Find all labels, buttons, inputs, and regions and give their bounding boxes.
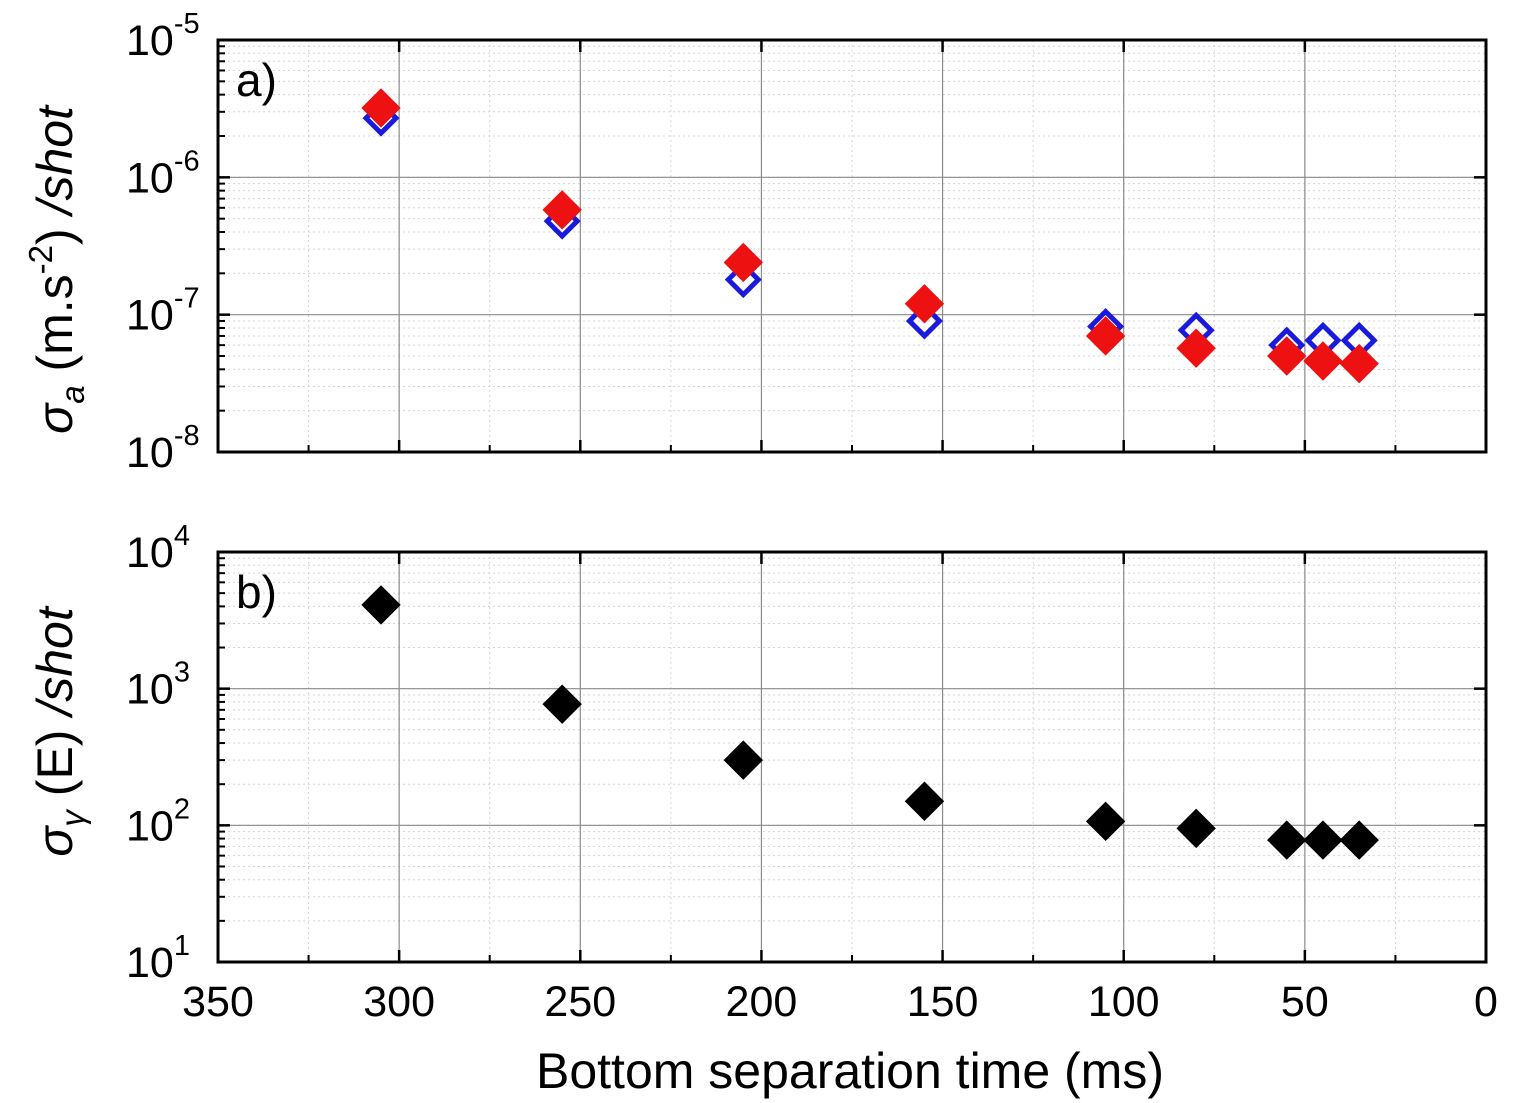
sigma-subscript: γ (54, 808, 91, 827)
data-point-marker (1176, 808, 1216, 849)
data-point-marker (542, 190, 582, 230)
data-point-marker (904, 781, 945, 821)
y-tick-base: 10 (126, 529, 174, 577)
panel-a-y-axis-title: σa (m.s-2) /shot (22, 104, 91, 434)
y-tick-exponent: 1 (174, 930, 190, 962)
panel-a: 10-810-710-610-5 a) σa (m.s-2) /shot (22, 8, 1488, 477)
y-tick-label: 10-6 (126, 145, 200, 202)
x-tick-label: 300 (363, 978, 435, 1026)
x-tick-label: 150 (907, 978, 979, 1026)
data-point-marker (904, 284, 945, 324)
data-point-marker (1267, 336, 1307, 376)
unit-open: (m.s (27, 274, 83, 385)
sigma-symbol: σ (27, 402, 83, 434)
y-tick-label: 102 (126, 793, 190, 850)
sigma-symbol: σ (27, 825, 83, 857)
y-tick-exponent: -8 (174, 420, 200, 452)
panel-a-y-tick-labels: 10-810-710-610-5 (126, 8, 200, 477)
y-tick-exponent: 3 (174, 657, 190, 689)
panel-b-label: b) (236, 566, 277, 618)
data-point-marker (723, 242, 764, 283)
panel-a-grid (217, 39, 1487, 453)
panel-b-ticks (216, 550, 1488, 964)
x-tick-label: 0 (1474, 978, 1498, 1026)
sigma-subscript: a (54, 385, 91, 403)
y-tick-label: 101 (126, 930, 190, 987)
unit: (E) (27, 716, 83, 810)
y-tick-exponent: -7 (174, 283, 200, 315)
panel-a-marks (361, 88, 1379, 384)
panel-a-ticks (216, 38, 1488, 454)
data-point-marker (1085, 316, 1126, 356)
x-tick-label: 350 (182, 978, 254, 1026)
x-tick-label: 50 (1281, 978, 1329, 1026)
y-tick-base: 10 (126, 17, 174, 65)
data-point-marker (542, 684, 582, 724)
y-tick-exponent: 2 (174, 793, 190, 825)
unit-close: ) (27, 214, 83, 245)
data-point-marker (724, 261, 762, 299)
data-point-marker (361, 585, 401, 625)
y-tick-label: 10-7 (126, 283, 200, 340)
per-shot: /shot (27, 605, 83, 719)
y-tick-exponent: -6 (174, 145, 200, 177)
y-tick-base: 10 (126, 939, 174, 987)
y-tick-base: 10 (126, 292, 174, 340)
panel-b-y-axis-title: σγ (E) /shot (27, 605, 91, 857)
y-tick-label: 10-8 (126, 420, 200, 477)
x-tick-labels: 350 300 250 200 150 100 50 0 (182, 978, 1498, 1026)
data-point-marker (361, 88, 401, 128)
y-tick-base: 10 (126, 429, 174, 477)
data-point-marker (1339, 343, 1379, 384)
y-tick-label: 10-5 (126, 8, 200, 65)
panel-a-label: a) (236, 54, 277, 106)
y-tick-exponent: 4 (174, 520, 190, 552)
y-tick-base: 10 (126, 154, 174, 202)
y-tick-base: 10 (126, 802, 174, 850)
data-point-marker (905, 302, 943, 340)
y-tick-base: 10 (126, 666, 174, 714)
data-point-marker (1303, 820, 1343, 860)
x-tick-label: 200 (726, 978, 798, 1026)
data-point-marker (723, 740, 764, 780)
panel-b-marks (361, 585, 1379, 860)
panel-b-grid (217, 551, 1487, 963)
data-point-marker (1176, 328, 1216, 368)
y-tick-label: 104 (126, 520, 190, 577)
y-tick-label: 103 (126, 657, 190, 714)
data-point-marker (1267, 820, 1307, 860)
per-shot: /shot (27, 104, 83, 218)
x-tick-label: 100 (1088, 978, 1160, 1026)
data-point-marker (1085, 801, 1126, 842)
x-axis-title: Bottom separation time (ms) (536, 1043, 1164, 1099)
y-tick-exponent: -5 (174, 8, 200, 40)
data-point-marker (1339, 820, 1379, 860)
data-point-marker (1303, 341, 1343, 381)
unit-exponent: -2 (22, 245, 59, 274)
x-tick-label: 250 (544, 978, 616, 1026)
